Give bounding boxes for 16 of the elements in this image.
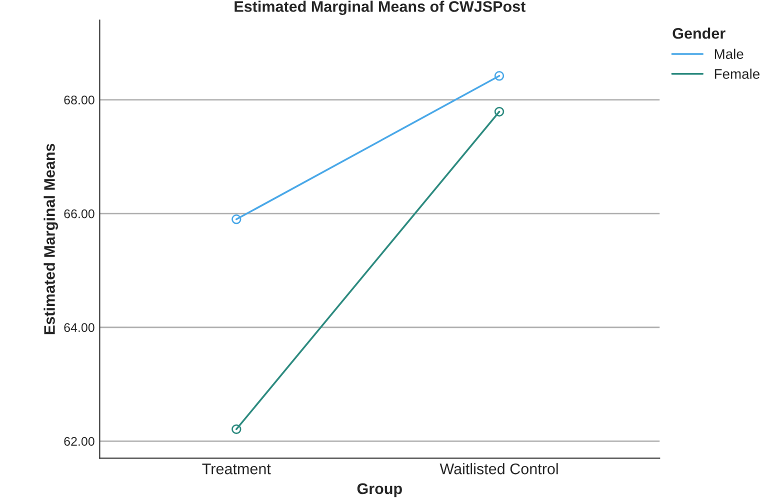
y-tick-label: 68.00 <box>64 96 94 104</box>
y-tick-label: 66.00 <box>64 209 94 218</box>
legend-label: Male <box>714 48 744 59</box>
chart-title: Estimated Marginal Means of CWJSPost <box>234 0 526 16</box>
x-tick-label: Waitlisted Control <box>440 463 558 474</box>
point <box>494 106 504 117</box>
y-axis-title: Estimated Marginal Means <box>44 144 58 334</box>
legend-label: Female <box>714 68 760 79</box>
x-tick-label: Treatment <box>202 464 271 474</box>
y-tick-label: 62.00 <box>64 436 94 446</box>
y-tick-label: 64.00 <box>64 323 94 332</box>
point <box>232 214 242 224</box>
legend-title: Gender <box>672 28 726 39</box>
point <box>494 71 504 81</box>
point <box>232 424 242 434</box>
x-axis-title: Group <box>357 483 402 498</box>
